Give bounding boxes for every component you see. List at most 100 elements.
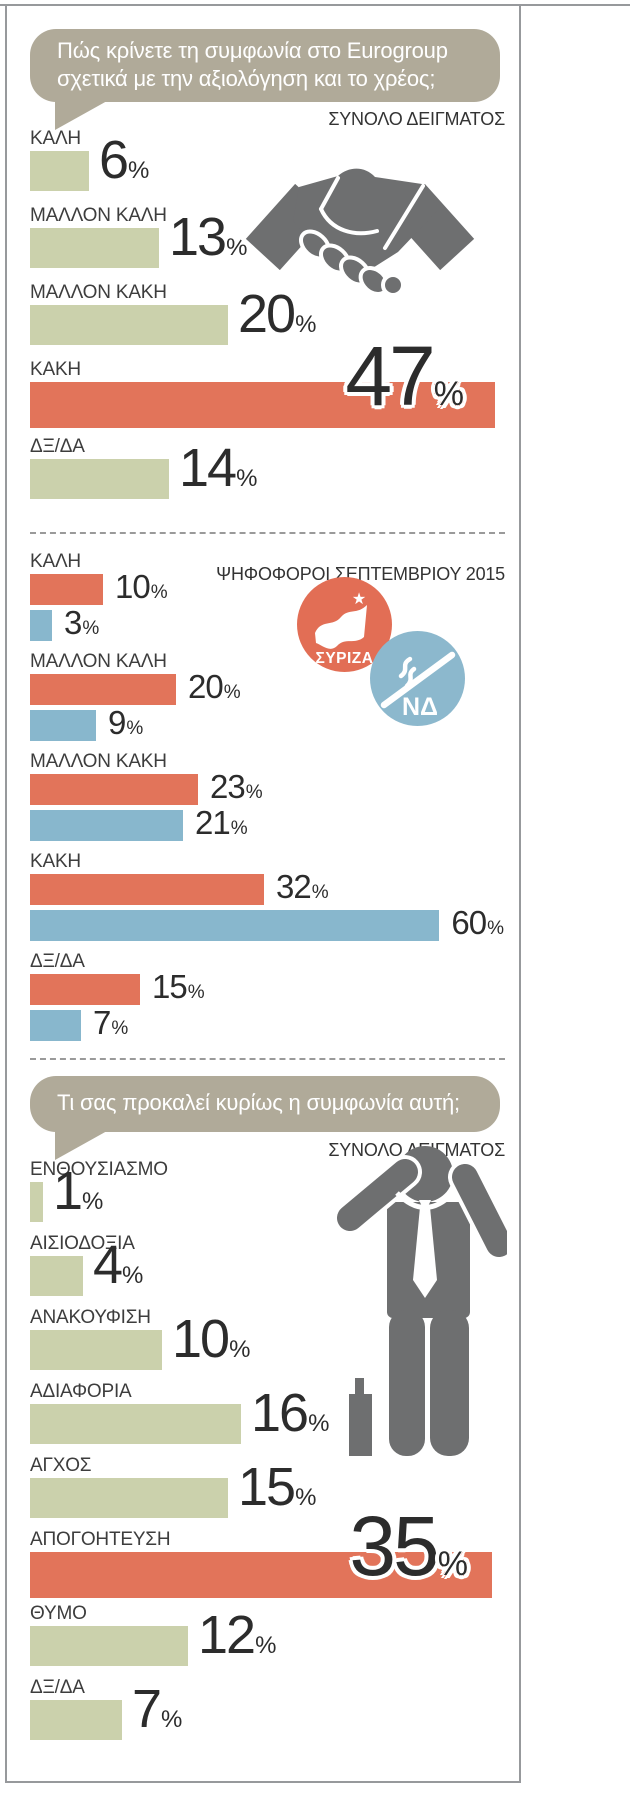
bar-line: 6% (30, 133, 504, 191)
value-label: 23% (210, 770, 263, 805)
percent-sign: % (230, 818, 248, 839)
voters-label: ΨΗΦΟΦΟΡΟΙ ΣΕΠΤΕΜΒΡΙΟΥ 2015 (216, 564, 505, 584)
category-label: ΜΑΛΛΟΝ ΚΑΚΗ (30, 751, 167, 772)
chart-row: ΜΑΛΛΟΝ ΚΑΛΗ 13% (30, 206, 519, 268)
bar-ΣΥΡΙΖΑ (30, 574, 103, 605)
bar-ΝΔ (30, 810, 183, 841)
bar-ΣΥΡΙΖΑ (30, 974, 140, 1005)
bar-line: 1% (30, 1164, 504, 1222)
despairing-man-icon (337, 1146, 507, 1456)
value-number: 15 (238, 1457, 296, 1517)
bar-line-ΣΥΡΙΖΑ: 20% (30, 670, 504, 705)
bar-line-ΝΔ: 21% (30, 806, 504, 841)
value-label: 13% (169, 210, 247, 268)
sample-label-1: ΣΥΝΟΛΟ ΔΕΙΓΜΑΤΟΣ (328, 109, 505, 129)
question-text-2: Τι σας προκαλεί κυρίως η συμφωνία αυτή; (30, 1076, 500, 1132)
value-label: 32% (276, 870, 329, 905)
percent-sign: % (223, 682, 241, 703)
bar-line-ΝΔ: 7% (30, 1006, 504, 1041)
category-label: ΚΑΛΗ (30, 551, 81, 572)
svg-text:ΣΥΡΙΖΑ: ΣΥΡΙΖΑ (316, 650, 374, 667)
category-label: ΑΠΟΓΟΗΤΕΥΣΗ (30, 1529, 171, 1550)
chart-row: ΚΑΚΗ 47% (30, 334, 519, 428)
bar-line: 7% (30, 1682, 504, 1740)
value-number: 6 (99, 130, 129, 190)
value-number: 10 (115, 568, 151, 605)
percent-sign: % (308, 1410, 330, 1437)
bar (30, 1700, 122, 1740)
bar (30, 228, 159, 268)
category-label: ΜΑΛΛΟΝ ΚΑΚΗ (30, 282, 167, 303)
syriza-logo-icon: ★ ΣΥΡΙΖΑ (297, 577, 392, 672)
bar (30, 459, 169, 499)
chart-row: ΑΔΙΑΦΟΡΙΑ 16% (30, 1382, 519, 1444)
percent-sign: % (229, 1336, 251, 1363)
value-label: 47% (345, 334, 464, 423)
bar (30, 1256, 83, 1296)
bar-line: 14% (30, 441, 504, 499)
chart-row: ΑΝΑΚΟΥΦΙΣΗ 10% (30, 1308, 519, 1370)
category-label: ΔΞ/ΔΑ (30, 951, 85, 972)
chart-row: ΜΑΛΛΟΝ ΚΑΚΗ 20% (30, 283, 519, 345)
value-number: 15 (152, 968, 188, 1005)
bar-line: 15% (30, 1460, 504, 1518)
chart-row: ΔΞ/ΔΑ 14% (30, 437, 519, 499)
bubble-tail-icon (55, 1131, 107, 1160)
bar-ΝΔ (30, 710, 96, 741)
value-number: 3 (64, 604, 82, 641)
bar-ΣΥΡΙΖΑ (30, 874, 264, 905)
value-label: 35% (349, 1504, 468, 1593)
percent-sign: % (236, 465, 258, 492)
bar-line-ΣΥΡΙΖΑ: 32% (30, 870, 504, 905)
value-label: 6% (99, 133, 149, 191)
value-label: 15% (152, 970, 205, 1005)
percent-sign: % (161, 1706, 183, 1733)
value-label: 20% (188, 670, 241, 705)
value-number: 1 (53, 1161, 83, 1221)
bar-line: 4% (30, 1238, 504, 1296)
value-label: 14% (179, 441, 258, 499)
value-number: 16 (251, 1383, 309, 1443)
percent-sign: % (433, 375, 464, 413)
bar-line-ΝΔ: 3% (30, 606, 504, 641)
value-label: 1% (53, 1164, 103, 1222)
category-label: ΚΑΚΗ (30, 851, 81, 872)
bar-line: 16% (30, 1386, 504, 1444)
category-label: ΜΑΛΛΟΝ ΚΑΛΗ (30, 205, 167, 226)
category-label: ΑΓΧΟΣ (30, 1455, 92, 1476)
value-label: 21% (195, 806, 248, 841)
bar (30, 382, 495, 428)
value-label: 9% (108, 706, 143, 741)
chart-group: ΜΑΛΛΟΝ ΚΑΛΗ 20% 9% (30, 652, 519, 741)
chart-row: ΚΑΛΗ 6% (30, 129, 519, 191)
category-label: ΕΝΘΟΥΣΙΑΣΜΟ (30, 1159, 168, 1180)
svg-text:★: ★ (352, 591, 366, 608)
value-number: 10 (172, 1309, 230, 1369)
bar-ΝΔ (30, 610, 52, 641)
bar (30, 1330, 162, 1370)
value-number: 7 (132, 1679, 162, 1739)
chart-group: ΚΑΚΗ 32% 60% (30, 852, 519, 941)
percent-sign: % (487, 918, 504, 939)
percent-sign: % (111, 1018, 129, 1039)
bar-line-ΣΥΡΙΖΑ: 23% (30, 770, 504, 805)
value-number: 12 (198, 1605, 256, 1665)
percent-sign: % (150, 582, 168, 603)
chart-group: ΜΑΛΛΟΝ ΚΑΚΗ 23% 21% (30, 752, 519, 841)
category-label: ΜΑΛΛΟΝ ΚΑΛΗ (30, 651, 167, 672)
bar-ΣΥΡΙΖΑ (30, 674, 176, 705)
bar (30, 151, 89, 191)
bar-line: 35% (30, 1504, 504, 1598)
category-label: ΑΔΙΑΦΟΡΙΑ (30, 1381, 132, 1402)
section-feelings: Τι σας προκαλεί κυρίως η συμφωνία αυτή; … (7, 1076, 519, 1740)
chart-group: ΔΞ/ΔΑ 15% 7% (30, 952, 519, 1041)
value-label: 60% (451, 906, 504, 941)
question-bubble-2: Τι σας προκαλεί κυρίως η συμφωνία αυτή; (30, 1076, 500, 1160)
question-bubble-1: Πώς κρίνετε τη συμφωνία στο Eurogroup σχ… (30, 29, 500, 130)
value-label: 7% (93, 1006, 129, 1041)
bar (30, 1182, 43, 1222)
bar-line-ΝΔ: 60% (30, 906, 504, 941)
category-label: ΑΙΣΙΟΔΟΞΙΑ (30, 1233, 135, 1254)
value-number: 60 (451, 904, 487, 941)
